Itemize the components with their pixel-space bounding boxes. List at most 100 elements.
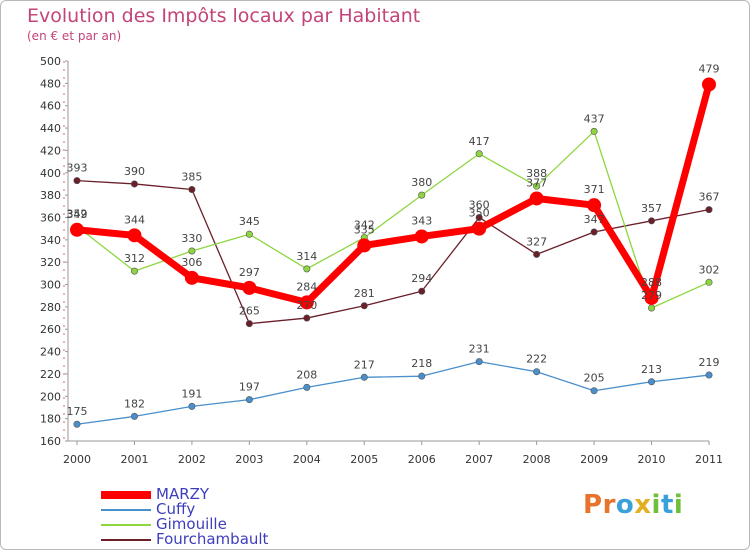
point-marzy <box>702 77 716 92</box>
data-label-gimouille: 388 <box>526 167 547 180</box>
data-label-cuffy: 217 <box>354 358 375 371</box>
point-cuffy <box>590 387 598 395</box>
legend-label: Cuffy <box>156 500 196 518</box>
y-tick-label: 460 <box>40 100 61 113</box>
point-cuffy <box>648 378 656 386</box>
y-tick-label: 240 <box>40 346 61 359</box>
point-cuffy <box>73 420 81 428</box>
legend-swatch <box>101 491 151 499</box>
point-fourchambault <box>73 177 81 185</box>
data-label-marzy: 306 <box>181 256 202 269</box>
point-marzy <box>299 295 314 310</box>
data-label-gimouille: 342 <box>354 219 375 232</box>
y-tick-label: 340 <box>40 234 61 247</box>
point-gimouille <box>648 304 656 312</box>
legend-item-fourchambault: Fourchambault <box>101 530 361 548</box>
data-label-gimouille: 314 <box>296 250 317 263</box>
point-gimouille <box>188 247 196 255</box>
data-label-cuffy: 208 <box>296 368 317 381</box>
point-marzy <box>644 290 659 305</box>
data-label-cuffy: 205 <box>584 372 605 385</box>
y-tick-label: 200 <box>40 390 61 403</box>
data-label-cuffy: 175 <box>67 405 88 418</box>
chart-subtitle: (en € et par an) <box>27 29 122 43</box>
point-gimouille <box>418 191 426 199</box>
data-label-fourchambault: 390 <box>124 165 145 178</box>
legend-swatch <box>101 524 151 526</box>
data-label-cuffy: 231 <box>469 343 490 356</box>
x-tick-label: 2000 <box>63 453 91 466</box>
data-label-marzy: 288 <box>641 276 662 289</box>
point-fourchambault <box>590 228 598 236</box>
y-tick-label: 360 <box>40 211 61 224</box>
x-tick-label: 2004 <box>293 453 321 466</box>
data-label-gimouille: 330 <box>181 232 202 245</box>
point-cuffy <box>303 383 311 391</box>
data-label-fourchambault: 294 <box>411 272 432 285</box>
data-label-marzy: 344 <box>124 213 145 226</box>
data-label-fourchambault: 281 <box>354 287 375 300</box>
data-label-fourchambault: 347 <box>584 213 605 226</box>
data-label-cuffy: 222 <box>526 353 547 366</box>
point-marzy <box>529 191 544 206</box>
data-label-cuffy: 219 <box>699 356 720 369</box>
x-tick-label: 2003 <box>235 453 263 466</box>
point-fourchambault <box>188 186 196 194</box>
data-label-fourchambault: 393 <box>67 162 88 175</box>
point-fourchambault <box>245 320 253 328</box>
chart-title: Evolution des Impôts locaux par Habitant <box>27 5 421 27</box>
axes: 160 180 200 220 240 260 280 300 320 340 360 380 400 4… <box>40 55 723 466</box>
point-cuffy <box>533 368 541 376</box>
y-tick-label: 220 <box>40 368 61 381</box>
y-tick-label: 480 <box>40 77 61 90</box>
data-label-marzy: 343 <box>411 214 432 227</box>
point-gimouille <box>590 127 598 135</box>
y-tick-label: 180 <box>40 413 61 426</box>
data-label-gimouille: 417 <box>469 135 490 148</box>
point-cuffy <box>705 371 713 379</box>
y-tick-label: 380 <box>40 189 61 202</box>
point-gimouille <box>475 150 483 158</box>
point-fourchambault <box>303 314 311 322</box>
x-tick-label: 2005 <box>350 453 378 466</box>
series-lines <box>70 77 716 428</box>
y-tick-label: 320 <box>40 256 61 269</box>
x-tick-label: 2007 <box>465 453 493 466</box>
point-fourchambault <box>418 287 426 295</box>
point-fourchambault <box>705 206 713 214</box>
data-label-marzy: 377 <box>526 176 547 189</box>
data-label-cuffy: 213 <box>641 363 662 376</box>
point-cuffy <box>130 412 138 420</box>
y-tick-label: 500 <box>40 55 61 68</box>
data-label-fourchambault: 360 <box>469 198 490 211</box>
point-cuffy <box>188 402 196 410</box>
data-label-marzy: 284 <box>296 280 317 293</box>
data-label-marzy: 335 <box>354 223 375 236</box>
legend-swatch <box>101 509 151 511</box>
point-marzy <box>242 280 257 295</box>
data-label-gimouille: 345 <box>239 215 260 228</box>
point-gimouille <box>130 267 138 275</box>
series-line-cuffy <box>76 360 710 425</box>
proxiti-logo: Proxiti <box>583 490 684 520</box>
point-fourchambault <box>533 250 541 258</box>
point-fourchambault <box>130 180 138 188</box>
data-label-gimouille: 279 <box>641 289 662 302</box>
point-gimouille <box>533 182 541 190</box>
data-label-cuffy: 197 <box>239 381 260 394</box>
legend-swatch <box>101 539 151 541</box>
point-cuffy <box>245 396 253 404</box>
series-line-marzy <box>76 83 713 306</box>
point-cuffy <box>418 372 426 380</box>
data-label-cuffy: 182 <box>124 397 145 410</box>
y-tick-label: 420 <box>40 144 61 157</box>
point-cuffy <box>360 373 368 381</box>
legend-label: Gimouille <box>156 515 227 533</box>
point-marzy <box>357 238 372 253</box>
data-label-fourchambault: 270 <box>296 299 317 312</box>
point-gimouille <box>705 278 713 286</box>
legend-item-marzy: MARZY <box>101 485 361 503</box>
